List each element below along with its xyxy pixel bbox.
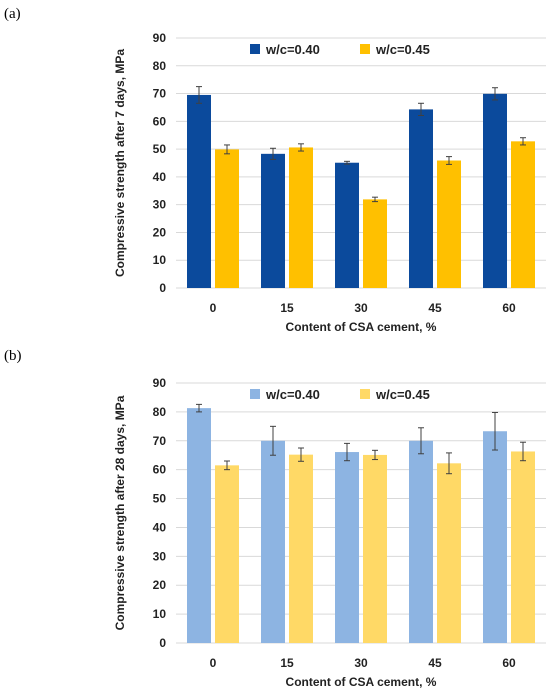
x-tick-label: 60 [502,656,516,670]
bar [335,162,359,288]
y-tick-label: 80 [153,405,167,419]
x-tick-label: 30 [354,656,368,670]
y-tick-label: 30 [153,198,167,212]
bar [363,454,387,643]
y-axis-title: Compressive strength after 28 days, MPa [113,395,127,630]
legend-swatch [250,44,260,54]
y-tick-label: 20 [153,578,167,592]
bar [511,141,535,288]
bar [483,93,507,288]
y-tick-label: 70 [153,434,167,448]
y-tick-label: 90 [153,376,167,390]
x-tick-label: 30 [354,301,368,315]
bar [261,153,285,288]
y-tick-label: 70 [153,87,167,101]
x-axis-title: Content of CSA cement, % [286,320,437,334]
bar [187,94,211,288]
y-tick-label: 60 [153,463,167,477]
legend-label: w/c=0.45 [375,387,430,402]
legend-swatch [360,389,370,399]
legend-swatch [250,389,260,399]
bar [511,451,535,643]
y-tick-label: 40 [153,520,167,534]
bar [363,199,387,288]
y-tick-label: 90 [153,31,167,45]
legend-label: w/c=0.40 [265,387,320,402]
y-tick-label: 40 [153,170,167,184]
y-tick-label: 50 [153,142,167,156]
y-tick-label: 80 [153,59,167,73]
y-tick-label: 10 [153,607,167,621]
x-tick-label: 15 [280,301,294,315]
bar [187,408,211,643]
x-tick-label: 15 [280,656,294,670]
y-tick-label: 50 [153,492,167,506]
bar [215,149,239,288]
bar [483,431,507,643]
y-axis-title: Compressive strength after 7 days, MPa [113,49,127,277]
x-tick-label: 45 [428,656,442,670]
chart-panel-b: (b) 0 10 20 30 40 50 60 70 80 90 0 15 30 45 60 Content o… [4,348,546,689]
bar [437,160,461,288]
bar [261,440,285,643]
bar [215,465,239,643]
bar [409,109,433,288]
bar [335,452,359,643]
x-tick-label: 60 [502,301,516,315]
bar [409,440,433,643]
y-tick-label: 0 [159,636,166,650]
legend-label: w/c=0.45 [375,42,430,57]
x-tick-label: 45 [428,301,442,315]
panel-label: (b) [4,348,22,364]
x-axis-title: Content of CSA cement, % [286,675,437,689]
y-tick-label: 20 [153,225,167,239]
y-tick-label: 30 [153,549,167,563]
y-tick-label: 0 [159,281,166,295]
y-tick-label: 60 [153,114,167,128]
y-tick-label: 10 [153,253,167,267]
legend-swatch [360,44,370,54]
x-tick-label: 0 [210,656,217,670]
bar [437,463,461,643]
panel-label: (a) [4,6,21,22]
x-tick-label: 0 [210,301,217,315]
bar [289,454,313,643]
chart-panel-a: (a) 0 10 20 30 40 50 60 70 80 90 0 15 30 45 60 Content o… [4,6,546,334]
legend-label: w/c=0.40 [265,42,320,57]
bar [289,147,313,288]
